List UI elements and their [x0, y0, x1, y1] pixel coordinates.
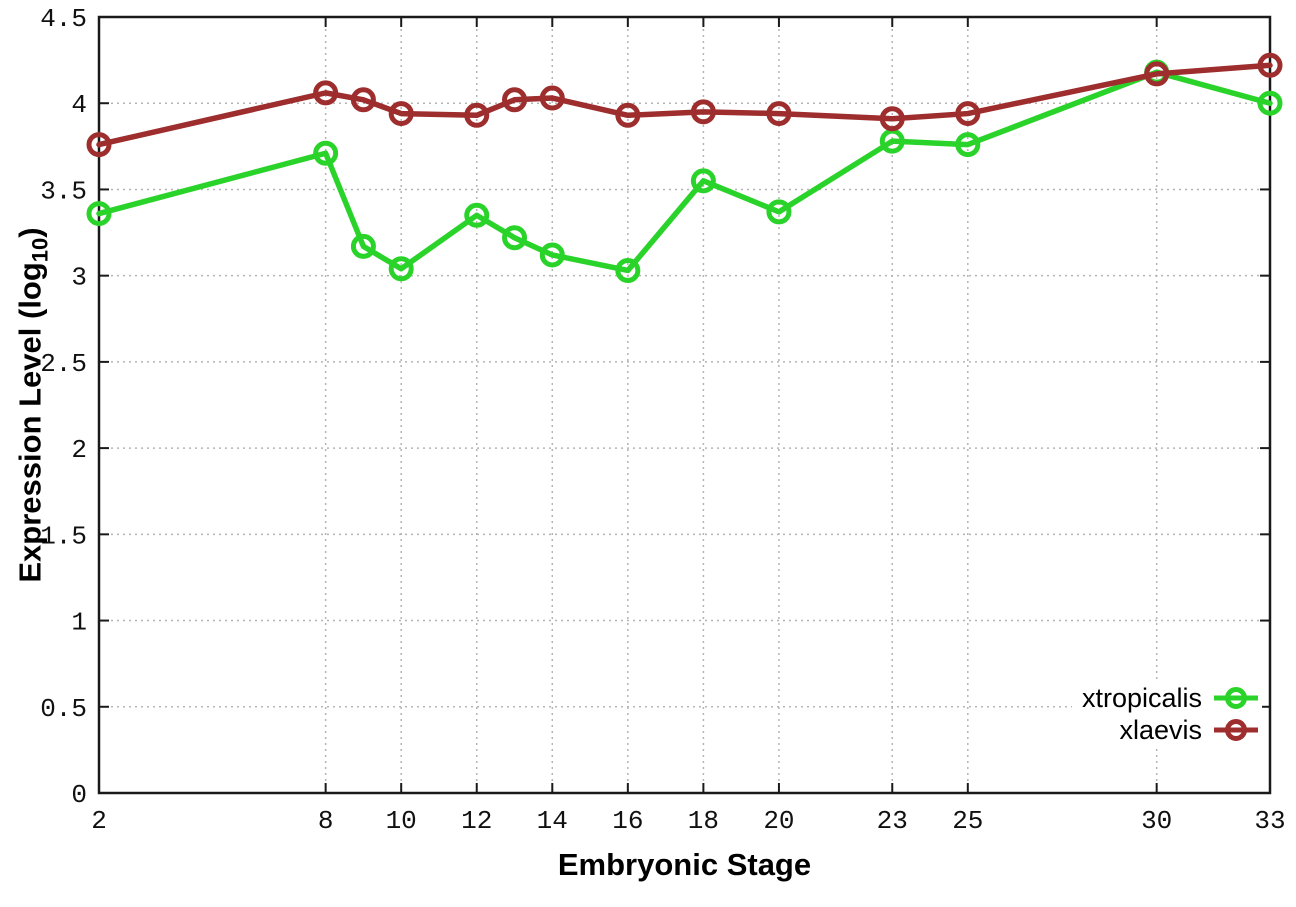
data-point-xlaevis-20: [766, 101, 792, 127]
x-tick-label-10: 10: [386, 806, 417, 836]
data-point-xlaevis-12: [464, 102, 490, 128]
y-tick-label-1: 1: [71, 608, 87, 638]
x-tick-label-30: 30: [1141, 806, 1172, 836]
data-point-xtropicalis-33: [1257, 90, 1283, 116]
data-point-xtropicalis-25: [955, 132, 981, 158]
x-tick-label-8: 8: [318, 806, 334, 836]
x-axis-title: Embryonic Stage: [557, 847, 812, 882]
legend-marker-circle-icon-xtropicalis: [1214, 687, 1258, 709]
x-tick-label-14: 14: [537, 806, 568, 836]
y-tick-label-0.5: 0.5: [40, 694, 87, 724]
data-point-xtropicalis-20: [766, 199, 792, 225]
series-line-xtropicalis: [96, 69, 1273, 274]
x-tick-label-33: 33: [1254, 806, 1285, 836]
legend-label-xtropicalis: xtropicalis: [1081, 682, 1202, 713]
y-axis-title-subscript: 10: [27, 237, 53, 263]
x-tick-label-20: 20: [763, 806, 794, 836]
y-tick-label-4.5: 4.5: [40, 4, 87, 34]
data-point-xlaevis-33: [1257, 52, 1283, 78]
y-tick-label-0: 0: [71, 780, 87, 810]
y-axis-title: Expression Level (log10): [12, 227, 53, 582]
data-point-xlaevis-13: [502, 87, 528, 113]
legend-item-xlaevis: xlaevis: [1082, 715, 1258, 745]
y-tick-label-4: 4: [71, 90, 87, 120]
x-tick-label-23: 23: [877, 806, 908, 836]
data-point-xlaevis-30: [1144, 61, 1170, 87]
x-tick-label-2: 2: [91, 806, 107, 836]
data-point-xtropicalis-9: [350, 233, 376, 259]
x-tick-label-16: 16: [612, 806, 643, 836]
data-point-xlaevis-2: [86, 132, 112, 158]
legend-marker-circle-icon-xlaevis: [1214, 719, 1258, 741]
data-point-xlaevis-16: [615, 102, 641, 128]
y-tick-label-3: 3: [71, 263, 87, 293]
data-point-xtropicalis-2: [86, 201, 112, 227]
y-axis-title-main: Expression Level (log: [12, 262, 48, 583]
data-point-xlaevis-9: [350, 87, 376, 113]
y-tick-label-2: 2: [71, 435, 87, 465]
y-tick-label-3.5: 3.5: [40, 176, 87, 206]
data-point-xtropicalis-13: [502, 225, 528, 251]
series-line-xlaevis: [96, 62, 1273, 148]
data-point-xlaevis-25: [955, 101, 981, 127]
legend-item-xtropicalis: xtropicalis: [1082, 683, 1258, 713]
plot-border: [97, 15, 1272, 795]
data-point-xtropicalis-18: [690, 168, 716, 194]
x-tick-label-18: 18: [688, 806, 719, 836]
legend: xtropicalis xlaevis: [1071, 682, 1262, 746]
y-tick-label-1.5: 1.5: [40, 521, 87, 551]
data-point-xlaevis-10: [388, 101, 414, 127]
y-axis-title-end: ): [12, 227, 48, 238]
data-point-xlaevis-8: [313, 80, 339, 106]
x-tick-label-12: 12: [461, 806, 492, 836]
y-tick-label-2.5: 2.5: [40, 349, 87, 379]
legend-label-xlaevis: xlaevis: [1119, 714, 1202, 745]
data-point-xlaevis-23: [879, 106, 905, 132]
data-point-xtropicalis-16: [615, 257, 641, 283]
x-tick-label-25: 25: [952, 806, 983, 836]
data-point-xlaevis-18: [690, 99, 716, 125]
data-point-xtropicalis-8: [313, 140, 339, 166]
data-point-xtropicalis-14: [539, 242, 565, 268]
data-point-xlaevis-14: [539, 85, 565, 111]
data-point-xtropicalis-12: [464, 202, 490, 228]
data-point-xtropicalis-10: [388, 256, 414, 282]
